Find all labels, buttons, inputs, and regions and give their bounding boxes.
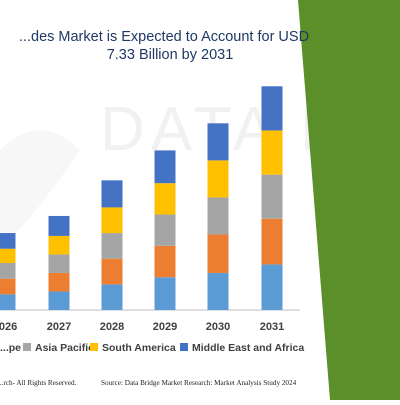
x-tick-label-2028: 2028 xyxy=(100,321,124,333)
bar-segment-2030-5 xyxy=(207,123,229,161)
legend-label-1: ...pe xyxy=(0,342,21,354)
footer-source: Source: Data Bridge Market Research: Mar… xyxy=(101,379,297,387)
bar-segment-2031-1 xyxy=(261,264,283,310)
bar-segment-2030-4 xyxy=(207,160,229,198)
bars-group xyxy=(0,86,283,310)
bar-segment-2028-5 xyxy=(101,180,123,208)
legend-label-3: South America xyxy=(102,342,176,354)
x-tick-label-2031: 2031 xyxy=(260,321,284,333)
x-tick-label-2030: 2030 xyxy=(206,321,230,333)
legend-label-2: Asia Pacific xyxy=(35,342,94,354)
bar-segment-2031-4 xyxy=(261,130,283,175)
bar-segment-2026-3 xyxy=(0,262,16,279)
bar-segment-2030-2 xyxy=(207,234,229,273)
bar-segment-2027-1 xyxy=(48,291,70,310)
bar-segment-2029-1 xyxy=(154,277,176,310)
x-tick-label-2027: 2027 xyxy=(47,321,71,333)
bar-segment-2031-2 xyxy=(261,218,283,265)
bar-segment-2027-3 xyxy=(48,254,70,273)
bar-segment-2031-3 xyxy=(261,174,283,219)
bar-segment-2028-2 xyxy=(101,258,123,285)
bar-segment-2029-5 xyxy=(154,150,176,184)
legend: ...pe Asia Pacific South America Middle Eas… xyxy=(0,342,304,354)
x-tick-label-2029: 2029 xyxy=(153,321,177,333)
bar-segment-2026-1 xyxy=(0,294,16,310)
x-tick-labels: 2026 2027 2028 2029 2030 2031 xyxy=(0,321,284,333)
bar-segment-2027-2 xyxy=(48,272,70,292)
bar-segment-2028-4 xyxy=(101,207,123,234)
x-tick-label-2026: 2026 xyxy=(0,321,17,333)
bar-segment-2029-4 xyxy=(154,183,176,215)
legend-label-4: Middle East and Africa xyxy=(192,342,304,354)
legend-swatch-2 xyxy=(23,343,31,351)
bar-segment-2028-3 xyxy=(101,233,123,259)
bar-segment-2029-3 xyxy=(154,214,176,246)
legend-swatch-3 xyxy=(90,343,98,351)
bar-segment-2031-5 xyxy=(261,86,283,131)
bar-segment-2030-1 xyxy=(207,272,229,310)
bar-segment-2030-3 xyxy=(207,197,229,235)
legend-swatch-4 xyxy=(180,343,188,351)
bar-segment-2027-5 xyxy=(48,215,70,236)
bar-segment-2026-2 xyxy=(0,278,16,295)
chart-title-line-1: ...des Market is Expected to Account for… xyxy=(18,29,310,45)
footer-copyright: ...rch- All Rights Reserved. xyxy=(0,379,77,387)
bar-segment-2026-4 xyxy=(0,248,16,263)
bar-segment-2026-5 xyxy=(0,233,16,249)
bar-segment-2028-1 xyxy=(101,284,123,310)
chart-title-line-2: 7.33 Billion by 2031 xyxy=(106,47,234,63)
green-accent-shape xyxy=(298,0,400,400)
watermark-logo-shape xyxy=(0,130,80,250)
bar-segment-2029-2 xyxy=(154,245,176,278)
bar-segment-2027-4 xyxy=(48,235,70,255)
